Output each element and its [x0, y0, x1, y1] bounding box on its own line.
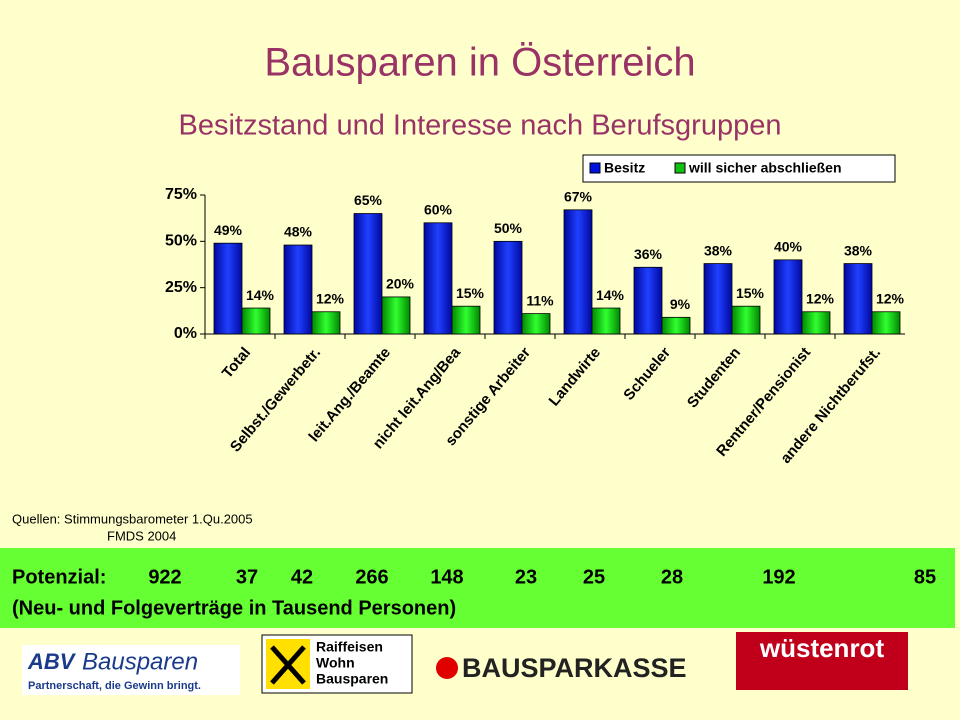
data-label: 12%: [876, 290, 905, 306]
logo-box: [22, 645, 240, 695]
title: Bausparen in Österreich: [264, 41, 695, 85]
y-tick-label: 75%: [165, 186, 197, 203]
data-label: 40%: [774, 239, 803, 255]
logo-text: BAUSPARKASSE: [462, 653, 687, 683]
data-label: 14%: [246, 287, 275, 303]
potenzial-value: 42: [291, 566, 313, 588]
bar: [591, 307, 621, 335]
data-label: 65%: [354, 192, 383, 208]
data-label: 50%: [494, 220, 523, 236]
legend-swatch: [674, 162, 686, 174]
data-label: 48%: [284, 224, 313, 240]
bar: [283, 244, 313, 335]
bar: [213, 242, 243, 335]
potenzial-value: 28: [661, 566, 683, 588]
legend-label: will sicher abschließen: [688, 160, 842, 176]
logo-text: Bausparen: [316, 671, 388, 687]
y-tick-label: 25%: [165, 279, 197, 296]
logo-text: Raiffeisen: [316, 639, 383, 655]
potenzial-value: 266: [355, 566, 388, 588]
data-label: 49%: [214, 222, 243, 238]
data-label: 38%: [844, 242, 873, 258]
bar: [703, 263, 733, 335]
logo-text: wüstenrot: [759, 633, 885, 663]
logo-text: Partnerschaft, die Gewinn bringt.: [28, 680, 201, 692]
bar: [521, 313, 551, 335]
logo-text: Wohn: [316, 655, 355, 671]
potenzial-value: 148: [430, 566, 463, 588]
source: Quellen: Stimmungsbarometer 1.Qu.2005: [12, 511, 253, 526]
bar: [241, 307, 271, 335]
bar: [731, 305, 761, 335]
bar: [353, 213, 383, 335]
bar: [661, 316, 691, 335]
potenzial-label: Potenzial:: [12, 566, 106, 588]
potenzial-value: 25: [583, 566, 605, 588]
subtitle: Besitzstand und Interesse nach Berufsgru…: [179, 110, 782, 142]
data-label: 14%: [596, 287, 625, 303]
potenzial-note: (Neu- und Folgeverträge in Tausend Perso…: [12, 597, 456, 619]
logo-abv: ABV Bausparen Partnerschaft, die Gewinn …: [22, 645, 240, 695]
potenzial-value: 192: [762, 566, 795, 588]
potenzial-value: 37: [236, 566, 258, 588]
legend: Besitz will sicher abschließen: [582, 154, 896, 183]
logo-text: Bausparen: [82, 648, 198, 675]
data-label: 38%: [704, 242, 733, 258]
logo-box: [736, 632, 908, 690]
bar: [311, 311, 341, 335]
potenzial-value: 23: [515, 566, 537, 588]
logo-sparkasse: BAUSPARKASSE: [436, 653, 687, 683]
legend-label: Besitz: [604, 160, 645, 176]
data-label: 12%: [806, 290, 835, 306]
legend-swatch: [589, 162, 601, 174]
data-label: 15%: [736, 285, 765, 301]
bar: [773, 259, 803, 335]
potenzial-band: [0, 548, 955, 628]
data-label: 15%: [456, 285, 485, 301]
bar: [493, 240, 523, 335]
y-tick-label: 50%: [165, 233, 197, 250]
bar: [451, 305, 481, 335]
bar: [381, 296, 411, 335]
data-label: 11%: [526, 292, 554, 308]
bar: [563, 209, 593, 335]
data-label: 67%: [564, 189, 593, 205]
potenzial-value: 85: [914, 566, 936, 588]
bar: [423, 222, 453, 335]
bar: [871, 311, 901, 335]
source: FMDS 2004: [107, 528, 176, 543]
logo-text: ABV: [27, 649, 77, 674]
logo-raiffeisen: Raiffeisen Wohn Bausparen: [261, 634, 413, 694]
data-label: 9%: [670, 296, 691, 312]
legend-box: [582, 154, 896, 183]
logo-wuestenrot: wüstenrot: [736, 632, 908, 690]
logo-icon: [270, 645, 306, 685]
bar: [843, 263, 873, 335]
logo-icon: [436, 657, 458, 679]
data-label: 60%: [424, 202, 453, 218]
y-tick-label: 0%: [174, 325, 197, 342]
potenzial-value: 922: [148, 566, 181, 588]
data-label: 20%: [386, 276, 415, 292]
data-label: 36%: [634, 246, 663, 262]
bar: [633, 266, 663, 335]
data-label: 12%: [316, 290, 345, 306]
bar: [801, 311, 831, 335]
